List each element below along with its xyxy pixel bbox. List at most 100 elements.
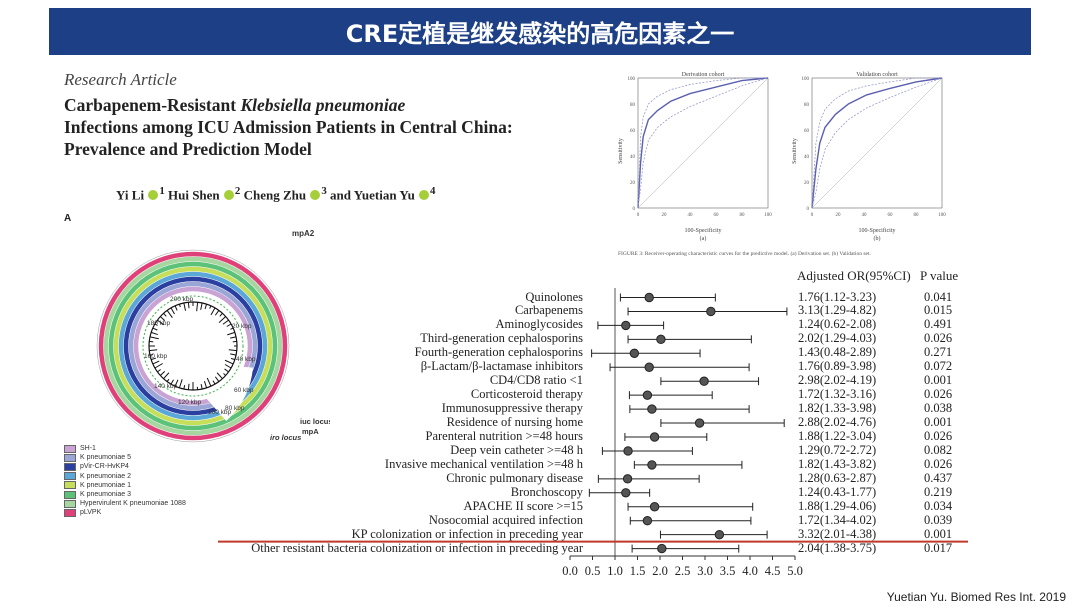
legend-label: K pneumoniae 1 [80, 481, 131, 489]
plasmid-legend: SH-1 K pneumoniae 5 pVir-CR-HvKP4 K pneumon… [64, 444, 186, 518]
gc-tick [209, 305, 212, 309]
title-line2: Infections among ICU Admission Patients … [64, 117, 513, 137]
or-point [644, 362, 654, 372]
legend-label: K pneumoniae 3 [80, 491, 131, 499]
legend-item: K pneumoniae 5 [64, 453, 186, 462]
forest-row [601, 446, 693, 456]
roc-curve [811, 77, 943, 209]
p-value: 0.017 [924, 540, 953, 555]
roc-y-tick: 40 [804, 155, 810, 160]
forest-row-label: Invasive mechanical ventilation >=48 h [384, 456, 583, 471]
plasmid-map: 200 kbp 20 kbp 180 kbp 40 kbp 160 kbp 60… [96, 229, 330, 443]
forest-row-label: Quinolones [525, 289, 583, 304]
forest-row [660, 376, 760, 386]
x-tick-label: 1.5 [629, 564, 646, 578]
forest-row [627, 334, 752, 345]
or-point [644, 292, 654, 303]
kbp-label: 20 kbp [232, 323, 252, 330]
legend-item: SH-1 [64, 444, 186, 453]
p-value: 0.026 [924, 331, 953, 346]
roc-y-tick: 60 [804, 129, 810, 134]
locus-label: mpA [302, 427, 319, 436]
kbp-label: 80 kbp [225, 405, 245, 412]
plasmid-ring [98, 251, 288, 441]
gc-tick [183, 385, 186, 390]
gc-tick [163, 372, 170, 380]
or-value: 1.76(0.89-3.98) [798, 359, 877, 374]
forest-row-label: Corticosteroid therapy [470, 387, 583, 402]
roc-diagonal [637, 77, 769, 209]
or-point [656, 334, 666, 345]
plasmid-ring [118, 271, 268, 421]
x-tick-label: 4.5 [764, 564, 781, 578]
gc-tick [204, 303, 208, 310]
roc-ylabel-b: Sensitivity [792, 138, 798, 164]
roc-x-tick: 60 [888, 213, 894, 218]
gc-tick [178, 379, 183, 389]
legend-label: K pneumoniae 2 [80, 472, 131, 480]
kbp-label: 40 kbp [236, 356, 256, 363]
x-tick-label: 0.0 [562, 564, 578, 578]
gc-tick [214, 310, 220, 316]
roc-title-a: Derivation cohort [682, 72, 725, 78]
roc-x-tick: 40 [688, 213, 694, 218]
gc-tick [206, 377, 212, 387]
or-value: 2.04(1.38-3.75) [798, 540, 877, 555]
gc-tick [170, 379, 174, 385]
roc-y-tick: 100 [628, 77, 636, 82]
x-tick-label: 0.5 [584, 564, 601, 578]
p-value: 0.082 [924, 442, 953, 457]
gc-tick [170, 307, 175, 315]
gc-tick [216, 372, 223, 380]
p-value: 0.015 [924, 303, 953, 318]
gc-tick [149, 336, 159, 340]
roc-x-tick: 100 [764, 213, 772, 218]
or-value: 2.88(2.02-4.76) [798, 415, 877, 430]
gc-tick [152, 327, 158, 331]
p-value: 0.001 [924, 415, 953, 430]
legend-swatch [64, 444, 76, 453]
forest-row [660, 418, 785, 428]
or-point [647, 404, 657, 414]
or-point [623, 446, 633, 456]
legend-swatch [64, 462, 76, 471]
forest-row-label: KP colonization or infection in precedin… [351, 526, 583, 541]
or-value: 2.02(1.29-4.03) [798, 331, 877, 346]
gc-tick [230, 357, 236, 361]
forest-row-label: Residence of nursing home [446, 415, 583, 430]
gc-tick [200, 384, 203, 390]
forest-row-label: Chronic pulmonary disease [446, 470, 583, 485]
orcid-icon [310, 190, 321, 201]
roc-y-tick: 80 [630, 103, 636, 108]
plasmid-ring [108, 261, 278, 431]
author-1-affil: 1 [159, 185, 165, 197]
forest-row-label: Fourth-generation cephalosporins [414, 345, 583, 360]
forest-row [631, 543, 740, 554]
x-tick-label: 2.0 [652, 564, 668, 578]
forest-row-label: Immunosuppressive therapy [441, 401, 583, 416]
kbp-label: 180 kbp [147, 320, 171, 327]
p-value: 0.026 [924, 429, 953, 443]
roc-ci-curve [637, 77, 768, 209]
locus-label: iuc locus [300, 417, 330, 426]
forest-row [624, 432, 708, 442]
legend-item: K pneumoniae 1 [64, 481, 186, 490]
legend-swatch [64, 453, 76, 462]
p-value: 0.072 [924, 359, 953, 374]
forest-row-label: Third-generation cephalosporins [420, 331, 583, 346]
gc-skew-ring [142, 295, 244, 397]
or-point [694, 418, 705, 428]
gc-tick [149, 349, 158, 352]
roc-y-tick: 20 [804, 181, 810, 186]
gc-tick [214, 376, 220, 382]
roc-x-tick: 100 [938, 213, 946, 218]
forest-row [609, 362, 750, 372]
or-value: 1.29(0.72-2.72) [798, 442, 877, 457]
forest-row [629, 404, 750, 414]
or-column-header: Adjusted OR(95%CI) [797, 268, 911, 283]
legend-label: pVir-CR-HvKP4 [80, 463, 129, 471]
legend-swatch [64, 481, 76, 490]
plasmid-ring [113, 266, 273, 426]
